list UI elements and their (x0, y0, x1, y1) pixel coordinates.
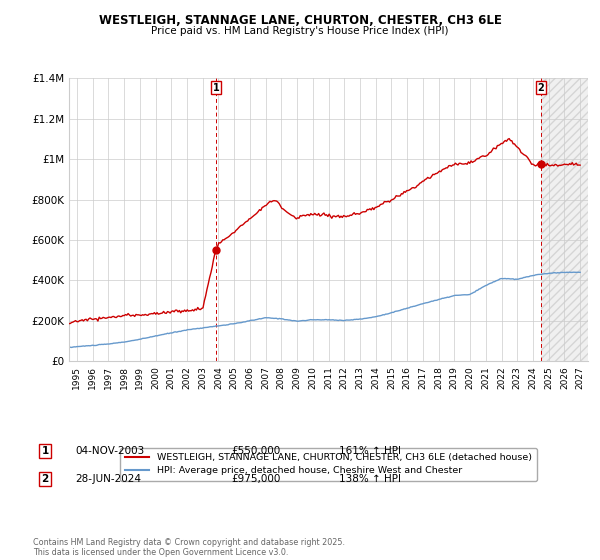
Bar (541, 78, 588, 361)
Text: 138% ↑ HPI: 138% ↑ HPI (339, 474, 401, 484)
Text: 04-NOV-2003: 04-NOV-2003 (75, 446, 144, 456)
Text: Price paid vs. HM Land Registry's House Price Index (HPI): Price paid vs. HM Land Registry's House … (151, 26, 449, 36)
Text: £975,000: £975,000 (231, 474, 280, 484)
Text: 2: 2 (41, 474, 49, 484)
Text: 28-JUN-2024: 28-JUN-2024 (75, 474, 141, 484)
Text: WESTLEIGH, STANNAGE LANE, CHURTON, CHESTER, CH3 6LE: WESTLEIGH, STANNAGE LANE, CHURTON, CHEST… (98, 14, 502, 27)
Legend: WESTLEIGH, STANNAGE LANE, CHURTON, CHESTER, CH3 6LE (detached house), HPI: Avera: WESTLEIGH, STANNAGE LANE, CHURTON, CHEST… (120, 448, 537, 481)
Text: £550,000: £550,000 (231, 446, 280, 456)
Text: 1: 1 (212, 83, 219, 92)
Text: 1: 1 (41, 446, 49, 456)
Bar (541, 78, 588, 361)
Text: 2: 2 (537, 83, 544, 92)
Text: 161% ↑ HPI: 161% ↑ HPI (339, 446, 401, 456)
Text: Contains HM Land Registry data © Crown copyright and database right 2025.
This d: Contains HM Land Registry data © Crown c… (33, 538, 345, 557)
